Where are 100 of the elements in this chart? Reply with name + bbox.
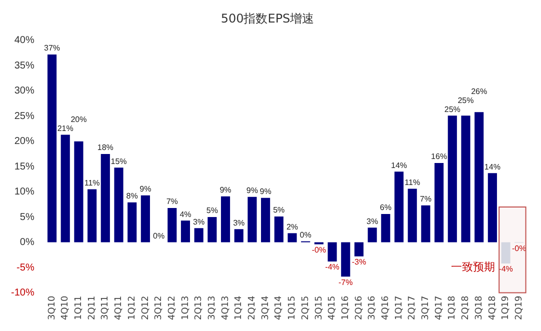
y-tick-label: 0% xyxy=(20,237,34,248)
data-label: 18% xyxy=(97,143,114,152)
bar xyxy=(354,242,364,256)
y-tick-label: 30% xyxy=(14,86,34,97)
bar xyxy=(328,242,337,262)
data-label: 9% xyxy=(260,187,272,196)
bar xyxy=(408,188,417,242)
bar xyxy=(60,134,70,242)
chart-title: 500指数EPS增速 xyxy=(220,11,314,26)
x-tick-label: 1Q17 xyxy=(394,296,404,320)
x-tick-label: 4Q11 xyxy=(114,296,124,320)
bar xyxy=(220,196,230,242)
data-label: 3% xyxy=(366,216,378,226)
bar xyxy=(448,116,457,242)
bar xyxy=(474,112,484,242)
data-label: 9% xyxy=(140,184,152,194)
bar xyxy=(168,208,177,242)
bar xyxy=(208,217,217,242)
data-label: 3% xyxy=(233,218,245,228)
data-label: -7% xyxy=(338,278,353,287)
data-label: 16% xyxy=(431,152,448,162)
data-label: 0% xyxy=(300,230,312,240)
x-tick-label: 1Q13 xyxy=(180,296,191,320)
data-label: 9% xyxy=(246,186,258,196)
data-label: 21% xyxy=(57,124,74,133)
data-label: 6% xyxy=(380,203,392,212)
band-label: 一致预期 xyxy=(451,260,496,274)
x-tick-label: 4Q17 xyxy=(434,296,444,320)
bar xyxy=(421,205,430,242)
data-label: 25% xyxy=(458,96,474,105)
bar xyxy=(461,116,470,242)
bar xyxy=(88,189,97,242)
x-tick-label: 1Q19 xyxy=(501,295,512,320)
y-tick-label: -10% xyxy=(10,287,34,298)
x-tick-label: 2Q15 xyxy=(300,296,311,320)
x-tick-label: 3Q12 xyxy=(154,296,164,320)
data-label: 7% xyxy=(166,197,178,206)
x-tick-label: 3Q17 xyxy=(421,296,432,320)
data-label: -4% xyxy=(325,262,340,272)
bar xyxy=(488,173,497,242)
x-tick-label: 4Q16 xyxy=(381,295,392,320)
x-tick-label: 1Q14 xyxy=(234,295,244,320)
x-tick-label: 1Q18 xyxy=(448,295,458,320)
data-label: 0% xyxy=(153,231,165,240)
x-tick-label: 2Q13 xyxy=(194,296,204,320)
x-tick-label: 3Q18 xyxy=(474,295,484,320)
x-tick-label: 4Q12 xyxy=(167,296,178,320)
bar xyxy=(274,216,284,242)
x-tick-label: 2Q12 xyxy=(140,296,151,320)
x-tick-label: 2Q17 xyxy=(408,296,418,320)
x-tick-label: 4Q15 xyxy=(328,296,338,320)
y-tick-label: 10% xyxy=(14,186,34,198)
y-tick-label: 35% xyxy=(14,60,34,72)
x-tick-label: 1Q12 xyxy=(127,296,138,320)
bar xyxy=(368,228,377,242)
data-label: 15% xyxy=(110,156,127,166)
bar xyxy=(47,54,57,242)
x-tick-label: 1Q15 xyxy=(288,296,298,320)
x-tick-label: 1Q16 xyxy=(340,295,351,320)
data-label: -4% xyxy=(498,264,513,274)
bar xyxy=(140,195,150,242)
bar xyxy=(394,172,404,242)
bar xyxy=(100,154,110,242)
x-tick-label: 2Q19 xyxy=(514,295,524,320)
bar xyxy=(114,168,124,242)
data-label: 9% xyxy=(220,186,232,195)
data-label: 4% xyxy=(180,210,192,219)
y-tick-label: 20% xyxy=(14,136,34,148)
bar xyxy=(74,141,84,242)
bar xyxy=(341,242,350,277)
x-tick-label: 2Q14 xyxy=(248,295,258,320)
x-tick-label: 4Q14 xyxy=(274,295,284,320)
data-label: 26% xyxy=(471,86,488,96)
bar xyxy=(128,202,137,242)
bar xyxy=(288,233,297,242)
y-tick-label: 15% xyxy=(14,161,34,172)
x-tick-label: 4Q13 xyxy=(220,296,231,320)
bar xyxy=(180,220,190,242)
x-tick-label: 3Q14 xyxy=(260,295,271,320)
data-label: 14% xyxy=(391,160,408,170)
bar xyxy=(234,229,244,242)
bar xyxy=(248,196,257,242)
x-tick-label: 1Q11 xyxy=(74,296,84,320)
x-tick-label: 4Q10 xyxy=(60,295,71,320)
data-label: 7% xyxy=(420,194,432,204)
data-label: 5% xyxy=(206,206,218,216)
x-tick-label: 4Q18 xyxy=(488,295,498,320)
x-tick-label: 3Q13 xyxy=(208,296,218,320)
bar xyxy=(381,214,390,242)
bar xyxy=(501,242,510,264)
bar xyxy=(194,228,204,242)
x-tick-label: 3Q15 xyxy=(314,296,324,320)
bar xyxy=(434,163,444,242)
data-label: 5% xyxy=(273,206,285,215)
y-tick-label: -5% xyxy=(16,262,34,274)
bar xyxy=(261,198,270,242)
data-label: 2% xyxy=(286,222,298,232)
data-label: 3% xyxy=(193,217,205,226)
data-label: 25% xyxy=(444,104,460,114)
data-label: -3% xyxy=(352,258,366,267)
